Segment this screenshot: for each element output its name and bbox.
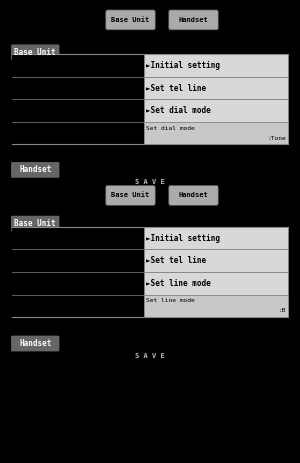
- Text: Base Unit: Base Unit: [111, 17, 150, 23]
- Bar: [12, 227, 145, 250]
- Text: Handset: Handset: [19, 339, 51, 348]
- Text: ►Set dial mode: ►Set dial mode: [146, 106, 211, 115]
- Bar: [12, 122, 145, 144]
- Text: ►Set tel line: ►Set tel line: [146, 256, 206, 265]
- FancyBboxPatch shape: [169, 10, 218, 30]
- Text: S A V E: S A V E: [135, 179, 165, 185]
- Bar: [12, 77, 145, 100]
- FancyBboxPatch shape: [169, 185, 218, 206]
- Text: Base Unit: Base Unit: [14, 48, 56, 57]
- Text: S A V E: S A V E: [135, 353, 165, 358]
- FancyBboxPatch shape: [11, 44, 59, 60]
- Text: Set dial mode: Set dial mode: [146, 126, 195, 131]
- Bar: [12, 272, 145, 294]
- Bar: [145, 77, 288, 100]
- Bar: [145, 250, 288, 272]
- Bar: [145, 54, 288, 77]
- FancyBboxPatch shape: [11, 162, 59, 178]
- FancyBboxPatch shape: [11, 336, 59, 351]
- Text: ►Initial setting: ►Initial setting: [146, 61, 220, 70]
- Bar: [145, 100, 288, 122]
- Bar: [12, 100, 145, 122]
- Bar: [12, 294, 145, 317]
- Bar: [145, 227, 288, 250]
- Text: ►Set line mode: ►Set line mode: [146, 279, 211, 288]
- FancyBboxPatch shape: [106, 185, 155, 206]
- Text: :Tone: :Tone: [268, 136, 286, 141]
- Bar: [12, 54, 145, 77]
- Text: ►Set tel line: ►Set tel line: [146, 83, 206, 93]
- Text: Base Unit: Base Unit: [111, 193, 150, 198]
- Bar: [145, 294, 288, 317]
- Text: :B: :B: [279, 308, 286, 313]
- Bar: [145, 122, 288, 144]
- Text: Handset: Handset: [19, 165, 51, 175]
- Text: Base Unit: Base Unit: [14, 219, 56, 228]
- Bar: [145, 272, 288, 294]
- FancyBboxPatch shape: [106, 10, 155, 30]
- Bar: [12, 250, 145, 272]
- Text: Handset: Handset: [178, 193, 208, 198]
- FancyBboxPatch shape: [11, 216, 59, 232]
- Text: ►Initial setting: ►Initial setting: [146, 234, 220, 243]
- Text: Set line mode: Set line mode: [146, 299, 195, 303]
- Text: Handset: Handset: [178, 17, 208, 23]
